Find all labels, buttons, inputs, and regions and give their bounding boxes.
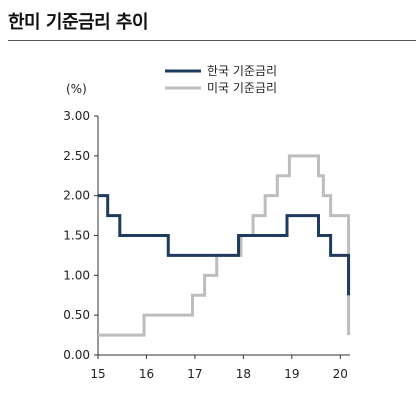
chart-title: 한미 기준금리 추이 — [8, 12, 149, 33]
series-line-korea — [98, 194, 351, 296]
x-tick-label: 20 — [333, 367, 348, 381]
y-tick-label: 1.50 — [63, 229, 90, 243]
y-tick-label: 2.50 — [63, 149, 90, 163]
y-tick-label: 1.00 — [63, 268, 90, 282]
x-tick-label: 18 — [236, 367, 251, 381]
legend-label: 미국 기준금리 — [207, 81, 277, 95]
series-line-us — [98, 154, 351, 337]
legend-label: 한국 기준금리 — [207, 64, 277, 78]
y-tick-label: 0.50 — [63, 308, 90, 322]
x-tick-label: 17 — [187, 367, 202, 381]
series-layer — [98, 154, 351, 337]
y-tick-label: 3.00 — [63, 109, 90, 123]
x-tick-label: 19 — [284, 367, 299, 381]
x-tick-label: 16 — [139, 367, 154, 381]
title-divider — [8, 40, 416, 41]
x-tick-label: 15 — [90, 367, 105, 381]
y-tick-label: 2.00 — [63, 189, 90, 203]
y-tick-label: 0.00 — [63, 348, 90, 362]
y-unit-label: (%) — [66, 82, 87, 96]
chart-axes: 0.00 0.50 1.00 1.50 2.00 2.50 3.00 15 16 17 18 19 20 — [63, 109, 350, 381]
